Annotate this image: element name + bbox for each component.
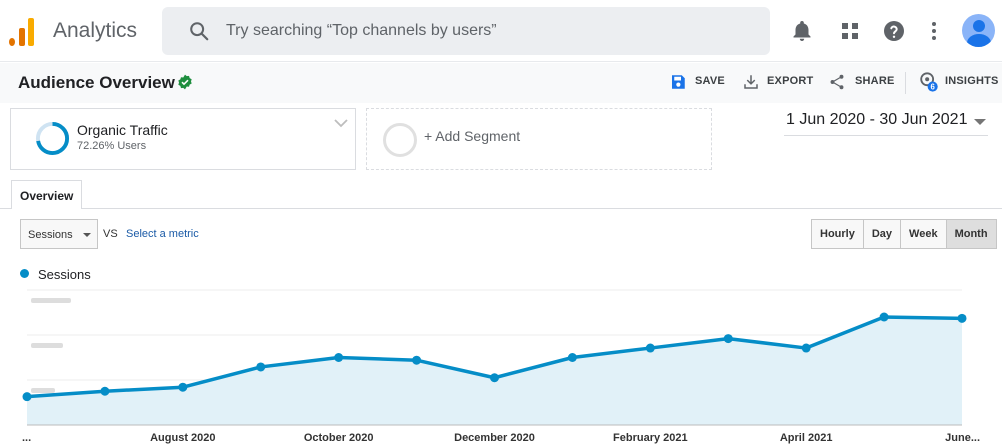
segment-donut-icon: [35, 121, 70, 156]
sessions-point: [723, 334, 733, 344]
sessions-chart: ... August 2020 October 2020 December 2020 F…: [22, 289, 980, 444]
x-tick-label: April 2021: [780, 432, 833, 444]
granularity-hourly-button[interactable]: Hourly: [812, 220, 864, 248]
sessions-point: [801, 343, 811, 353]
insights-badge: 6: [931, 83, 936, 92]
metric-select[interactable]: Sessions: [20, 219, 98, 249]
sessions-point: [412, 355, 422, 365]
select-metric-link[interactable]: Select a metric: [126, 228, 199, 240]
date-caret-icon: [974, 119, 986, 125]
granularity-day-button[interactable]: Day: [863, 220, 902, 248]
add-segment-label: + Add Segment: [424, 128, 521, 144]
date-range-text: 1 Jun 2020 - 30 Jun 2021: [786, 111, 968, 128]
segment-card-organic[interactable]: Organic Traffic 72.26% Users: [10, 108, 356, 170]
app-title[interactable]: Analytics: [53, 19, 138, 42]
sessions-point: [957, 313, 967, 323]
share-button[interactable]: SHARE: [855, 75, 895, 87]
granularity-toggle: Hourly Day Week Month: [811, 219, 997, 249]
legend-sessions-label: Sessions: [38, 267, 91, 282]
help-icon[interactable]: [882, 19, 906, 43]
add-segment-button[interactable]: + Add Segment: [366, 108, 712, 170]
insights-icon[interactable]: 6: [918, 71, 940, 93]
insights-button[interactable]: INSIGHTS: [945, 75, 999, 87]
vs-label: VS: [103, 228, 118, 240]
sessions-point: [100, 386, 110, 396]
x-tick-label: October 2020: [304, 432, 374, 444]
sessions-area: [27, 317, 962, 425]
save-icon[interactable]: [669, 73, 687, 91]
search-placeholder[interactable]: Try searching “Top channels by users”: [226, 22, 497, 39]
search-icon: [190, 22, 209, 41]
toolbar-divider: [905, 72, 906, 94]
account-avatar[interactable]: [962, 14, 995, 47]
x-tick-label: February 2021: [613, 432, 688, 444]
sessions-point: [490, 373, 499, 383]
x-tick-label: August 2020: [150, 432, 215, 444]
share-icon[interactable]: [828, 73, 846, 91]
granularity-month-button[interactable]: Month: [946, 220, 996, 248]
date-range-picker[interactable]: 1 Jun 2020 - 30 Jun 2021: [784, 110, 988, 136]
x-tick-label: December 2020: [454, 432, 535, 444]
sessions-point: [645, 343, 655, 353]
metric-select-value: Sessions: [28, 229, 73, 241]
top-app-bar: Analytics Try searching “Top channels by…: [0, 0, 1002, 62]
more-vert-icon[interactable]: [922, 19, 946, 43]
sessions-point: [879, 312, 889, 322]
search-box[interactable]: Try searching “Top channels by users”: [162, 7, 770, 55]
sessions-point: [256, 362, 266, 372]
save-button[interactable]: SAVE: [695, 75, 725, 87]
tab-underline: [0, 208, 1002, 209]
verified-check-icon: [178, 74, 192, 90]
bell-icon[interactable]: [790, 19, 814, 43]
x-tick-label: ...: [22, 432, 31, 444]
export-icon[interactable]: [742, 73, 760, 91]
y-tick-blurred: [31, 298, 71, 303]
sessions-point: [567, 353, 577, 362]
segment-name: Organic Traffic: [77, 122, 168, 138]
x-tick-label: June...: [945, 432, 980, 444]
granularity-week-button[interactable]: Week: [901, 220, 947, 248]
caret-down-icon: [83, 233, 91, 237]
y-tick-blurred: [31, 388, 55, 393]
chevron-down-icon[interactable]: [333, 117, 349, 131]
segment-share: 72.26% Users: [77, 140, 147, 152]
sessions-point: [334, 353, 344, 362]
tab-overview-label: Overview: [20, 189, 74, 203]
export-button[interactable]: EXPORT: [767, 75, 814, 87]
sessions-point: [178, 382, 188, 392]
sessions-point: [22, 392, 32, 402]
apps-grid-icon[interactable]: [838, 19, 862, 43]
y-tick-blurred: [31, 343, 63, 348]
page-title: Audience Overview: [18, 73, 175, 92]
tab-overview[interactable]: Overview: [11, 180, 82, 209]
add-segment-circle-icon: [383, 123, 417, 157]
legend-sessions-dot: [20, 269, 29, 278]
analytics-logo-icon[interactable]: [8, 16, 36, 46]
report-header: Audience Overview SAVE EXPORT SHARE 6 IN…: [0, 63, 1002, 103]
